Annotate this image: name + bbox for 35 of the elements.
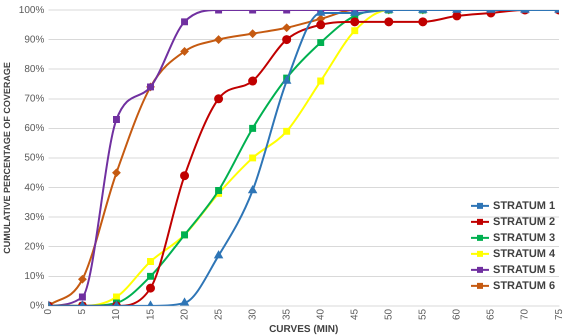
- legend-label: STRATUM 2: [493, 216, 556, 228]
- x-tick-label: 15: [145, 308, 156, 320]
- x-axis-title: CURVES (MIN): [269, 324, 338, 335]
- y-axis-title: CUMULATIVE PERCENTAGE OF COVERAGE: [2, 62, 12, 254]
- y-tick-label: 50%: [24, 152, 44, 164]
- y-tick-label: 10%: [24, 271, 44, 282]
- legend-label: STRATUM 5: [493, 264, 556, 276]
- x-tick-label: 50: [384, 308, 395, 320]
- x-tick-label: 0: [43, 308, 54, 314]
- x-tick-label: 65: [486, 308, 497, 320]
- x-tick-label: 75: [554, 308, 565, 320]
- x-tick-label: 45: [350, 308, 360, 320]
- x-tick-label: 70: [520, 308, 531, 320]
- x-tick-label: 35: [281, 308, 292, 320]
- y-tick-label: 60%: [24, 123, 44, 134]
- y-tick-label: 0%: [30, 300, 44, 312]
- x-tick-label: 10: [111, 308, 122, 320]
- legend-label: STRATUM 1: [493, 200, 556, 212]
- y-tick-label: 90%: [24, 34, 44, 46]
- y-tick-label: 70%: [24, 94, 44, 105]
- y-tick-label: 40%: [24, 182, 44, 194]
- legend-label: STRATUM 3: [493, 232, 556, 244]
- y-tick-label: 80%: [24, 64, 44, 75]
- x-tick-label: 40: [315, 308, 326, 320]
- x-tick-label: 60: [452, 308, 463, 320]
- x-tick-label: 5: [77, 308, 88, 314]
- x-tick-label: 55: [418, 308, 429, 320]
- legend-label: STRATUM 4: [493, 248, 556, 260]
- y-tick-label: 20%: [24, 241, 44, 252]
- x-tick-label: 25: [213, 308, 224, 320]
- y-tick-label: 30%: [24, 212, 44, 223]
- legend-label: STRATUM 6: [493, 280, 556, 292]
- x-tick-label: 20: [179, 308, 190, 320]
- y-tick-label: 100%: [18, 4, 44, 16]
- x-tick-label: 30: [247, 308, 258, 320]
